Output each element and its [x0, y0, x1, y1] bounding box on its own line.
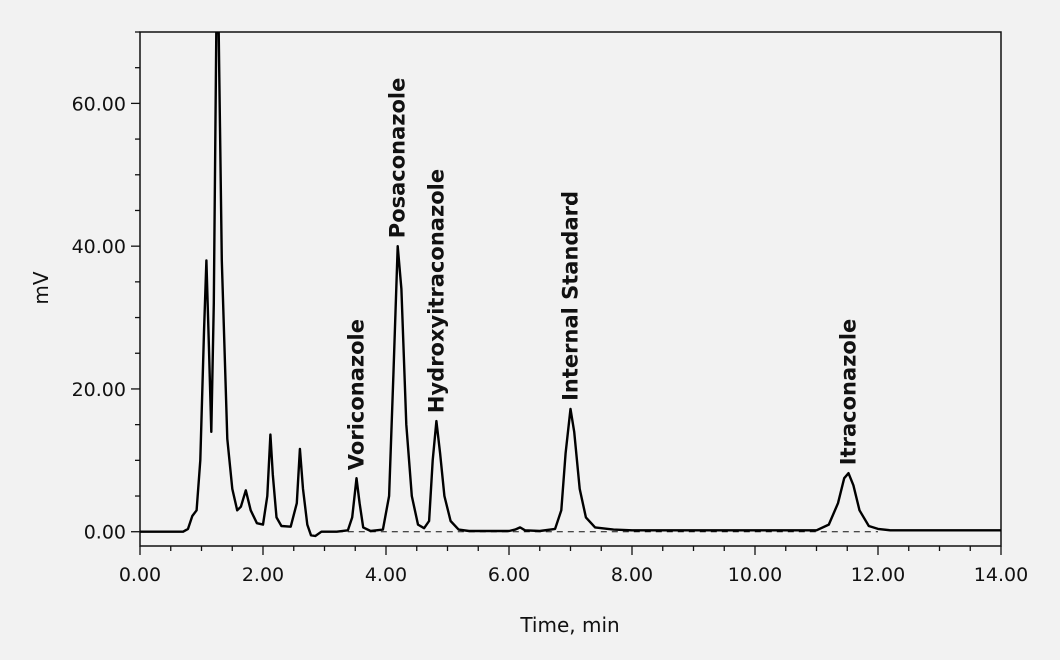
y-tick-label: 0.00	[84, 522, 126, 544]
x-tick-label: 10.00	[728, 564, 782, 586]
x-tick-label: 8.00	[611, 564, 653, 586]
x-tick-label: 4.00	[365, 564, 407, 586]
x-tick-label: 0.00	[119, 564, 161, 586]
x-tick-label: 6.00	[488, 564, 530, 586]
y-axis-title: mV	[29, 271, 53, 304]
chromatogram-trace	[140, 32, 1001, 538]
y-tick-label: 20.00	[72, 379, 126, 401]
x-axis-title: Time, min	[519, 613, 619, 637]
peak-label: Voriconazole	[345, 319, 369, 470]
peak-label: Hydroxyitraconazole	[424, 169, 448, 413]
peak-label: Internal Standard	[559, 191, 583, 401]
peak-label: Itraconazole	[837, 319, 861, 465]
y-tick-label: 40.00	[72, 236, 126, 258]
x-tick-label: 12.00	[851, 564, 905, 586]
peak-label: Posaconazole	[386, 78, 410, 239]
y-tick-label: 60.00	[72, 93, 126, 115]
x-tick-label: 14.00	[974, 564, 1028, 586]
plot-area: 0.00 2.00 4.00 6.00 8.00 10.00 12.00 14.00 0.00 2…	[72, 31, 1028, 586]
x-tick-label: 2.00	[242, 564, 284, 586]
